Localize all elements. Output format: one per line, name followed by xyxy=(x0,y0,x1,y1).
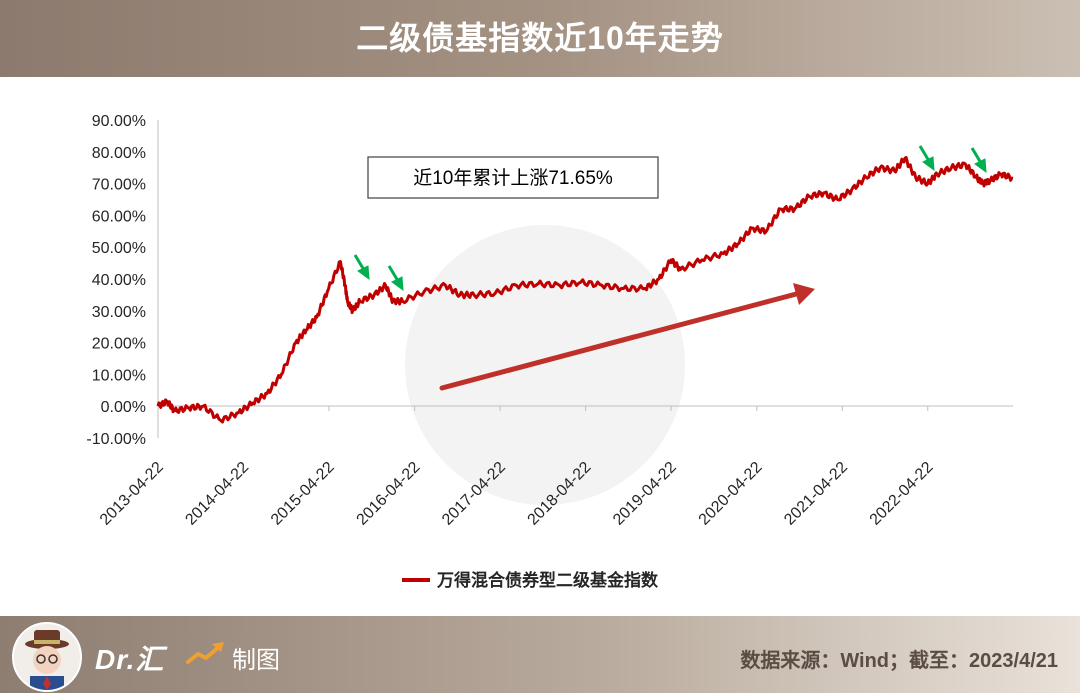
footer-bar: Dr.汇 制图 数据来源：Wind；截至：2023/4/21 xyxy=(0,616,1080,693)
y-tick-label: -10.00% xyxy=(86,431,146,448)
x-tick-label: 2016-04-22 xyxy=(354,459,424,529)
series-line xyxy=(156,156,1014,424)
y-tick-label: 60.00% xyxy=(92,208,146,225)
y-tick-label: 40.00% xyxy=(92,272,146,289)
made-label: 制图 xyxy=(232,647,280,674)
data-source: 数据来源：Wind；截至：2023/4/21 xyxy=(740,650,1058,672)
legend-label: 万得混合债券型二级基金指数 xyxy=(436,570,659,590)
green-arrow-icon xyxy=(353,145,987,292)
y-tick-label: 10.00% xyxy=(92,367,146,384)
x-tick-label: 2020-04-22 xyxy=(696,459,766,529)
line-chart: 90.00% 80.00% 70.00% 60.00% 50.00% 40.00% 30.0… xyxy=(86,113,1014,590)
y-tick-label: 90.00% xyxy=(92,113,146,130)
header-banner: 二级债基指数近10年走势 xyxy=(0,0,1080,77)
y-tick-label: 70.00% xyxy=(92,177,146,194)
y-axis: 90.00% 80.00% 70.00% 60.00% 50.00% 40.00% 30.0… xyxy=(86,113,146,448)
y-tick-label: 0.00% xyxy=(101,399,146,416)
trend-arrow-icon xyxy=(439,283,815,391)
watermark-icon xyxy=(405,225,685,505)
y-tick-label: 80.00% xyxy=(92,145,146,162)
x-tick-label: 2021-04-22 xyxy=(781,459,851,529)
x-tick-label: 2022-04-22 xyxy=(867,459,937,529)
brand-logo: Dr.汇 xyxy=(95,644,165,675)
annotation-box: 近10年累计上涨71.65% xyxy=(367,156,659,199)
trend-up-icon xyxy=(186,642,224,664)
annotation-text: 近10年累计上涨71.65% xyxy=(413,167,613,189)
legend: 万得混合债券型二级基金指数 xyxy=(402,570,659,590)
y-tick-label: 50.00% xyxy=(92,240,146,257)
y-tick-label: 20.00% xyxy=(92,336,146,353)
x-tick-label: 2013-04-22 xyxy=(97,459,167,529)
y-tick-label: 30.00% xyxy=(92,304,146,321)
x-tick-label: 2015-04-22 xyxy=(268,459,338,529)
page-title: 二级债基指数近10年走势 xyxy=(356,20,724,56)
x-tick-label: 2014-04-22 xyxy=(182,459,252,529)
avatar xyxy=(12,622,82,692)
